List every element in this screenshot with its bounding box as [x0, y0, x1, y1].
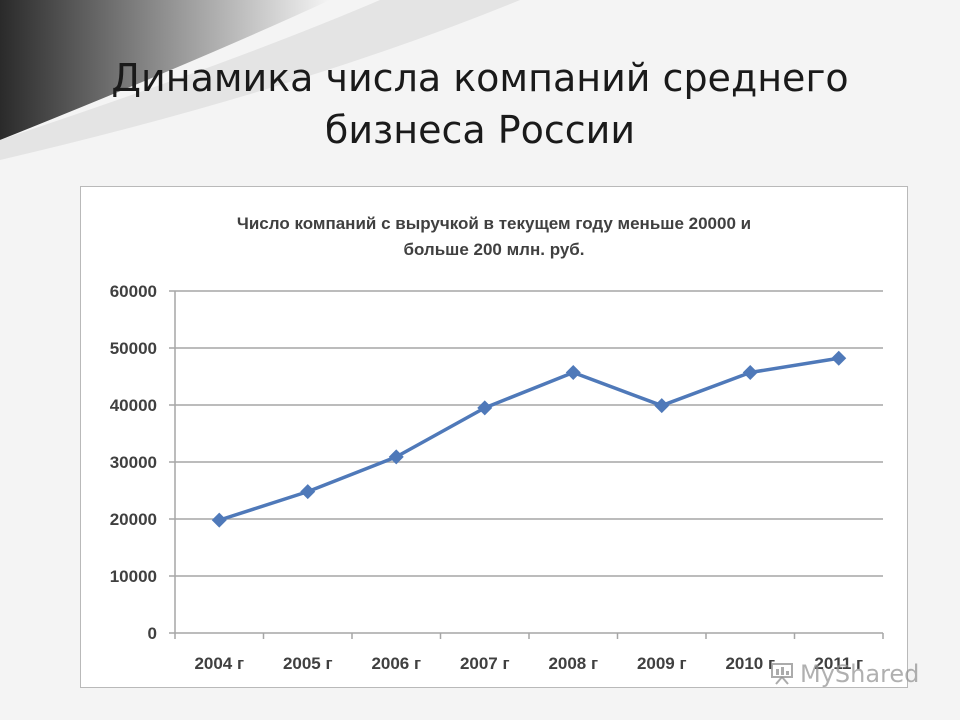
presentation-icon: [771, 663, 793, 685]
line-chart: Число компаний с выручкой в текущем году…: [110, 214, 884, 673]
data-point-marker: [388, 449, 404, 465]
x-tick-label: 2011 г: [814, 654, 863, 673]
x-tick-label: 2010 г: [725, 654, 775, 673]
data-point-marker: [654, 398, 670, 414]
chart-title-line-1: Число компаний с выручкой в текущем году…: [237, 214, 751, 233]
data-point-marker: [300, 484, 316, 500]
x-tick-label: 2005 г: [283, 654, 333, 673]
data-point-marker: [477, 400, 493, 416]
y-tick-label: 20000: [110, 510, 157, 529]
data-point-marker: [831, 350, 847, 366]
x-tick-label: 2009 г: [637, 654, 687, 673]
watermark: MyShared: [770, 660, 940, 690]
watermark-text: MyShared: [800, 660, 920, 688]
data-point-marker: [211, 512, 227, 528]
chart-title-line-2: больше 200 млн. руб.: [403, 240, 584, 259]
x-tick-label: 2007 г: [460, 654, 510, 673]
y-tick-label: 0: [148, 624, 157, 643]
y-tick-label: 60000: [110, 282, 157, 301]
x-tick-label: 2004 г: [194, 654, 244, 673]
chart-frame: Число компаний с выручкой в текущем году…: [80, 186, 908, 688]
y-tick-label: 10000: [110, 567, 157, 586]
x-tick-label: 2006 г: [371, 654, 421, 673]
y-tick-label: 40000: [110, 396, 157, 415]
slide-title: Динамика числа компаний среднего бизнеса…: [111, 56, 849, 152]
y-tick-label: 50000: [110, 339, 157, 358]
data-point-marker: [742, 365, 758, 381]
x-tick-label: 2008 г: [548, 654, 598, 673]
series-line: [218, 356, 840, 522]
y-tick-label: 30000: [110, 453, 157, 472]
data-point-marker: [565, 365, 581, 381]
